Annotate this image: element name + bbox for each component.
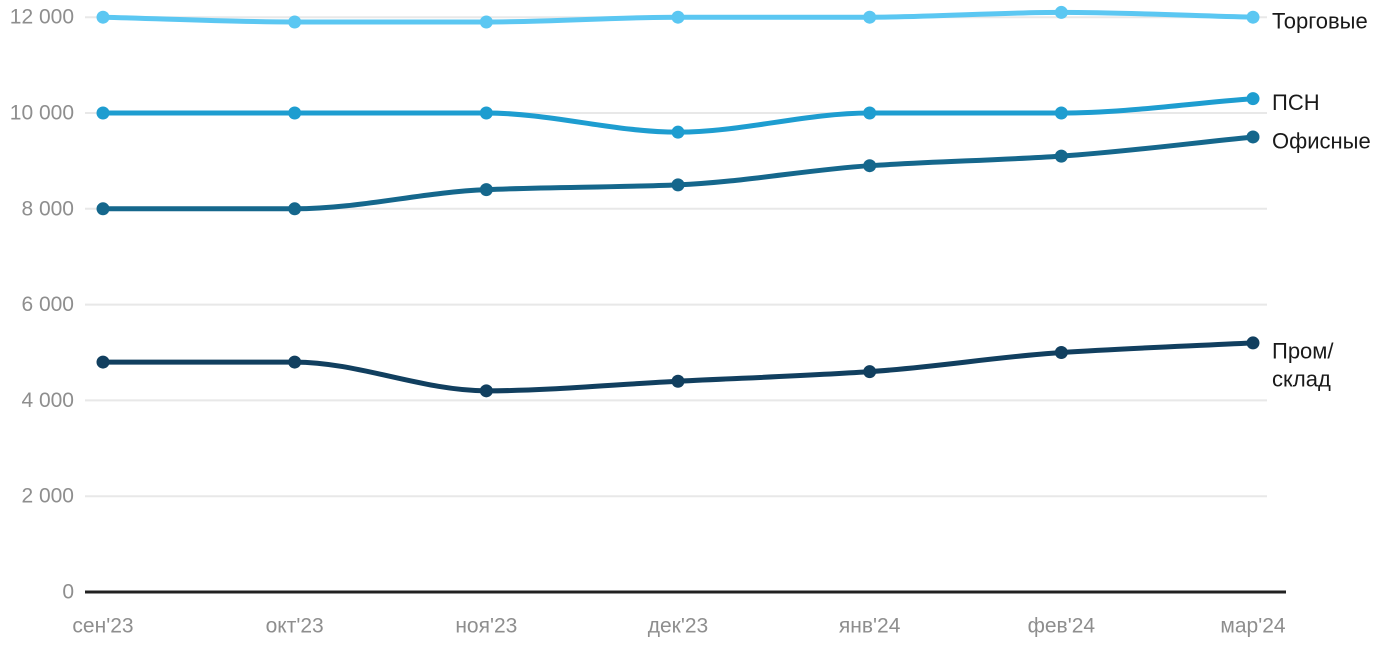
- series-label-trade: Торговые: [1272, 9, 1368, 34]
- data-point-trade-3: [671, 10, 685, 24]
- data-point-office-2: [479, 183, 493, 197]
- series-label-psn: ПСН: [1272, 90, 1320, 115]
- data-point-trade-4: [863, 10, 877, 24]
- data-point-psn-0: [96, 106, 110, 120]
- data-point-psn-4: [863, 106, 877, 120]
- x-tick-label: фев'24: [1028, 615, 1096, 638]
- data-point-office-4: [863, 159, 877, 173]
- y-tick-label: 4 000: [21, 389, 74, 412]
- data-point-industrial-warehouse-1: [288, 355, 302, 369]
- data-point-psn-5: [1054, 106, 1068, 120]
- data-point-industrial-warehouse-3: [671, 374, 685, 388]
- data-point-trade-0: [96, 10, 110, 24]
- x-tick-label: мар'24: [1220, 615, 1285, 638]
- data-point-psn-3: [671, 125, 685, 139]
- data-point-industrial-warehouse-6: [1246, 336, 1260, 350]
- data-point-industrial-warehouse-4: [863, 365, 877, 379]
- y-tick-label: 2 000: [21, 485, 74, 508]
- x-tick-label: сен'23: [72, 615, 133, 638]
- data-point-trade-6: [1246, 10, 1260, 24]
- x-tick-label: дек'23: [648, 615, 709, 638]
- data-point-trade-1: [288, 15, 302, 29]
- x-tick-label: окт'23: [266, 615, 324, 638]
- data-point-trade-2: [479, 15, 493, 29]
- y-tick-label: 8 000: [21, 197, 74, 220]
- data-point-psn-1: [288, 106, 302, 120]
- data-point-office-1: [288, 202, 302, 216]
- data-point-office-6: [1246, 130, 1260, 144]
- data-point-trade-5: [1054, 5, 1068, 19]
- series-line-office: [100, 134, 1256, 212]
- data-point-psn-6: [1246, 92, 1260, 106]
- x-tick-label: ноя'23: [455, 615, 517, 638]
- data-point-industrial-warehouse-2: [479, 384, 493, 398]
- data-point-psn-2: [479, 106, 493, 120]
- x-tick-label: янв'24: [839, 615, 901, 638]
- data-point-office-3: [671, 178, 685, 192]
- y-tick-label: 6 000: [21, 293, 74, 316]
- series-label-industrial-warehouse: склад: [1272, 366, 1331, 391]
- data-point-office-5: [1054, 149, 1068, 163]
- data-point-industrial-warehouse-5: [1054, 346, 1068, 359]
- series-label-industrial-warehouse: Пром/: [1272, 338, 1334, 363]
- y-tick-label: 12 000: [10, 6, 74, 29]
- series-label-office: Офисные: [1272, 128, 1371, 153]
- data-point-industrial-warehouse-0: [96, 355, 110, 369]
- data-point-office-0: [96, 202, 110, 216]
- y-tick-label: 10 000: [10, 102, 74, 125]
- y-tick-label: 0: [62, 581, 74, 604]
